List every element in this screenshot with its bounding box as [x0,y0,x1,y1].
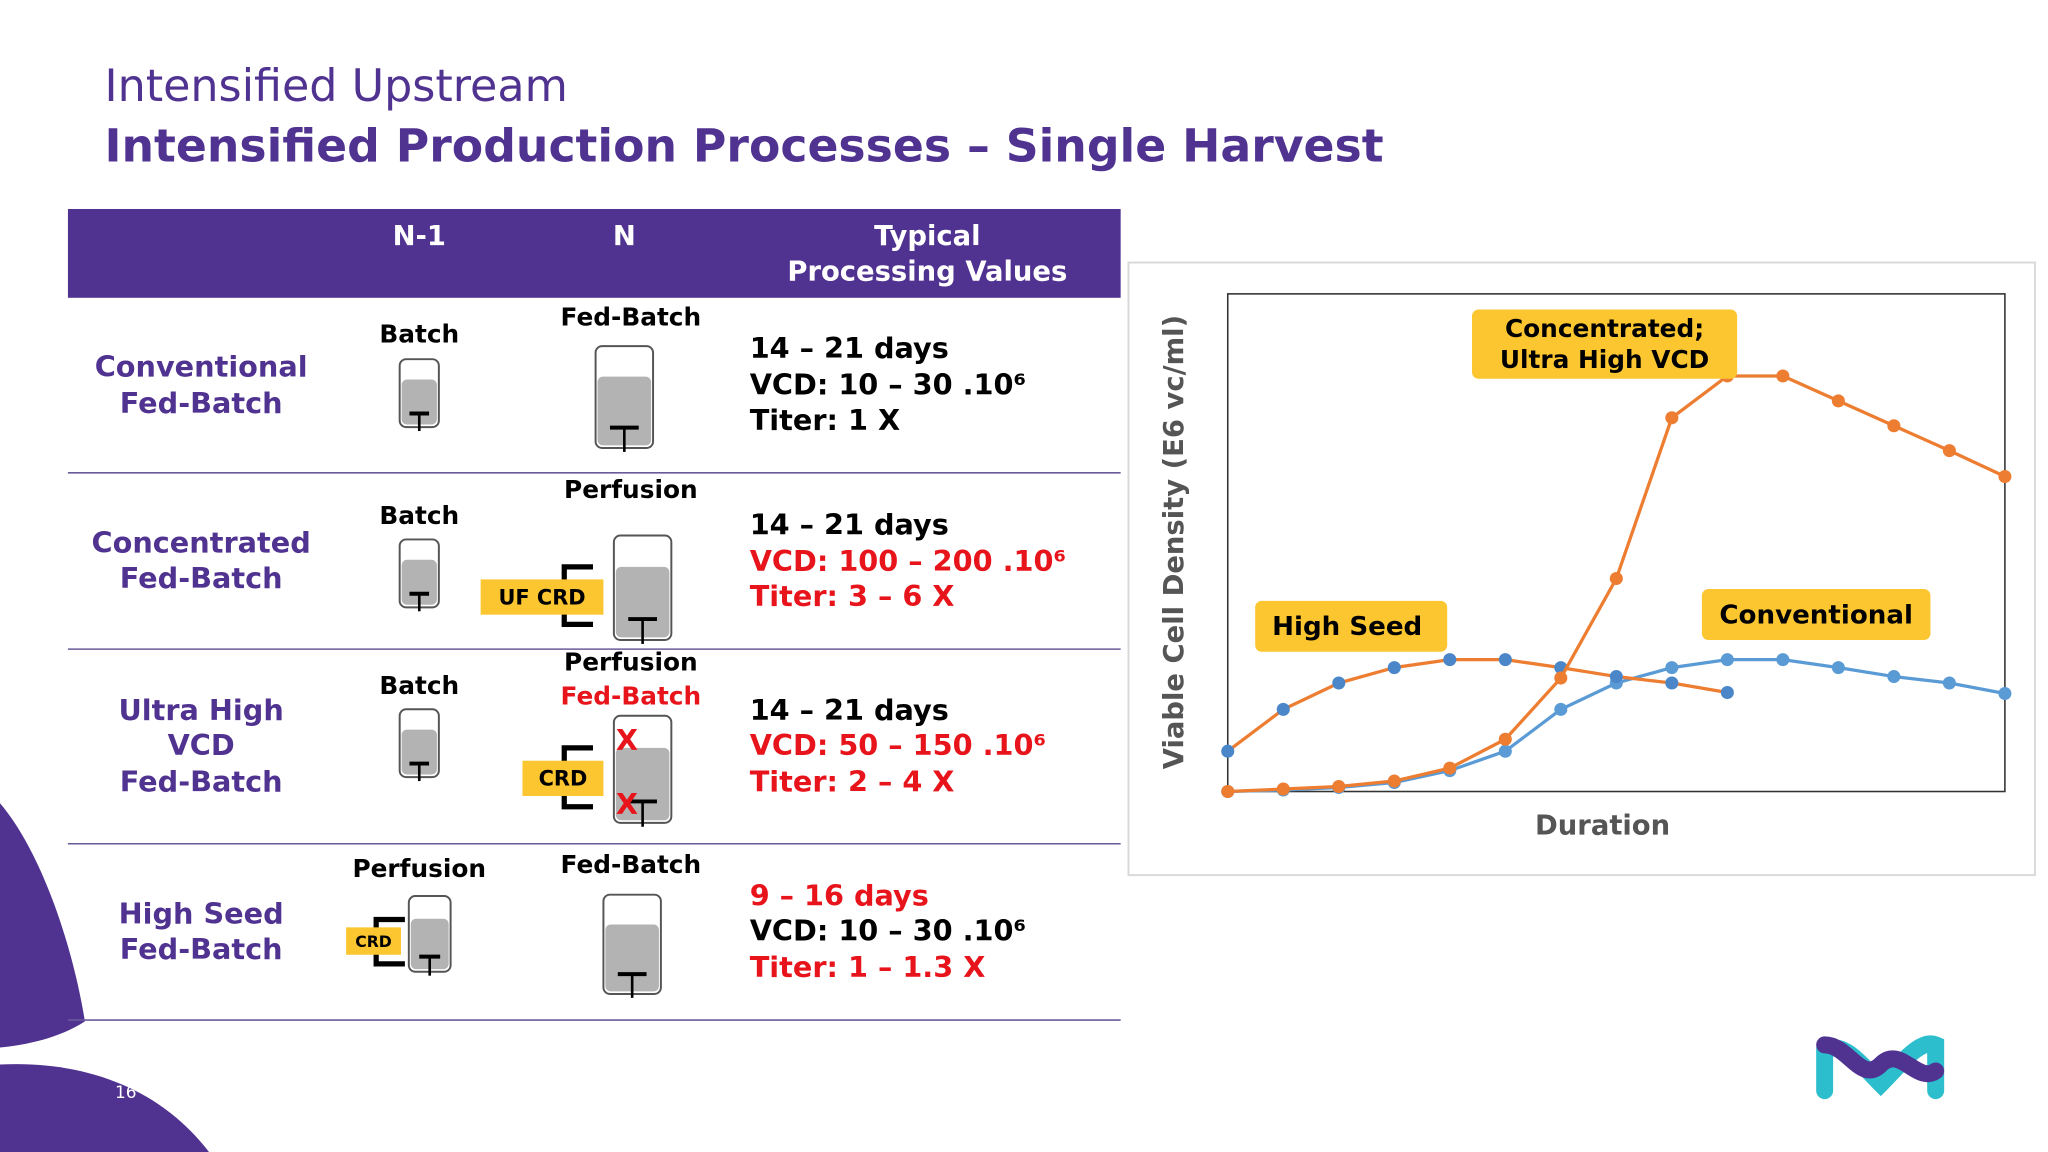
row-label: Fed-Batch [120,932,283,966]
n-mode: Perfusion [564,648,698,677]
plot-area [1226,293,2006,793]
equipment-tag [522,760,604,797]
n-mode: Perfusion [564,475,698,504]
series-marker [1443,761,1457,775]
row-label: Fed-Batch [120,561,283,595]
annotation: Conventional [1719,600,1913,630]
series-marker [1776,653,1790,667]
series-marker [1720,653,1734,667]
row-label: Fed-Batch [120,386,283,420]
x-axis-label: Duration [1535,810,1670,841]
blocked-mark: X [616,723,638,757]
typical-value: Titer: 3 – 6 X [750,579,955,613]
series-marker [1276,702,1290,716]
column-header: N-1 [393,221,446,252]
typical-value: VCD: 50 – 150 .10⁶ [750,728,1046,762]
series-marker [1221,784,1235,799]
equipment-tag-label: CRD [355,932,392,951]
series-marker [1609,571,1623,586]
series-marker [1221,744,1235,758]
row-label: High Seed [119,897,284,931]
series-marker [1332,676,1346,690]
row-label: Ultra High [118,693,283,727]
n-mode: Fed-Batch [561,850,702,879]
series-marker [1609,670,1623,684]
slide-title: Intensified Production Processes – Singl… [104,119,1383,172]
series-marker [1443,653,1457,667]
blocked-mark: X [616,787,638,821]
page-number: 16 [115,1083,137,1103]
series-marker [1387,661,1401,675]
equipment-tag-label: CRD [539,767,588,791]
section-title: Intensified Upstream [104,61,567,112]
row-label: Conventional [95,349,308,383]
series-marker [1498,744,1512,758]
series-marker [1998,686,2012,701]
typical-value: VCD: 10 – 30 .10⁶ [750,914,1026,948]
typical-value: 14 – 21 days [750,693,949,727]
annotation: High Seed [1272,612,1422,642]
n1-mode: Batch [379,320,459,349]
n1-mode: Batch [379,671,459,700]
decor-blob [0,803,85,1048]
n1-mode: Batch [379,501,459,530]
row-label: VCD [168,728,235,762]
series-marker [1665,676,1679,690]
series-marker [1665,411,1679,425]
n1-mode: Perfusion [352,854,486,883]
series-marker [1665,661,1679,675]
equipment-tag [346,927,401,955]
typical-value: 14 – 21 days [750,331,949,365]
annotation: Concentrated; [1505,314,1704,343]
typical-value: 9 – 16 days [750,878,929,912]
equipment-tag [480,579,604,615]
row-label: Concentrated [92,526,311,560]
n-mode: Fed-Batch [561,681,702,710]
series-marker [1887,419,1901,433]
typical-value: Titer: 1 X [750,403,900,437]
column-header: N [613,221,636,252]
series-marker [1887,670,1901,684]
series-marker [1831,394,1845,408]
table-header [67,208,1121,298]
series-marker [1498,653,1512,667]
row-label: Fed-Batch [120,765,283,799]
series-marker [1831,661,1845,675]
series-marker [1554,702,1568,716]
logo [1816,1035,1945,1100]
typical-value: Titer: 2 – 4 X [750,765,955,799]
series-marker [1332,780,1346,794]
series-marker [1276,782,1290,796]
series-marker [1554,671,1568,685]
annotation-box [1701,589,1931,640]
series-marker [1387,774,1401,788]
equipment-tag-label: UF CRD [498,585,585,609]
series-marker [1776,369,1790,383]
typical-value: VCD: 10 – 30 .10⁶ [750,368,1026,402]
typical-value: Titer: 1 – 1.3 X [750,950,986,984]
series-marker [1942,676,1956,690]
annotation-box [1255,600,1448,652]
annotation-box [1472,309,1738,379]
column-header: Processing Values [787,256,1067,287]
annotation: Ultra High VCD [1500,345,1709,374]
n-mode: Fed-Batch [561,303,702,332]
series-line [1226,658,1728,753]
series-marker [1498,732,1512,746]
column-header: Typical [874,221,980,252]
decor-blob [0,1064,209,1152]
typical-value: VCD: 100 – 200 .10⁶ [750,544,1066,578]
typical-value: 14 – 21 days [750,507,949,541]
y-axis-label: Viable Cell Density (E6 vc/ml) [1159,315,1190,769]
series-marker [1998,469,2012,484]
series-marker [1720,685,1734,700]
series-marker [1942,444,1956,458]
